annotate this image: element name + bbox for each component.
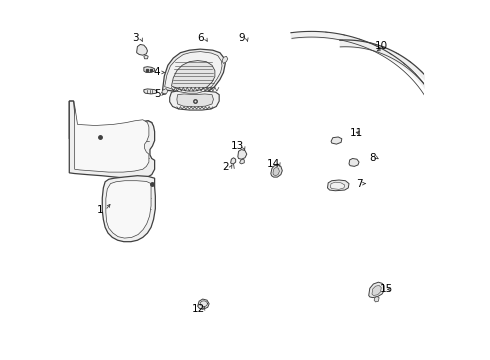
Polygon shape [144, 55, 148, 59]
Polygon shape [273, 167, 279, 176]
Text: 13: 13 [231, 141, 245, 151]
Polygon shape [330, 182, 344, 189]
Text: 3: 3 [132, 33, 139, 43]
Polygon shape [231, 158, 236, 164]
Text: 7: 7 [356, 179, 363, 189]
Polygon shape [271, 165, 282, 177]
Polygon shape [349, 158, 359, 166]
Polygon shape [222, 56, 228, 63]
Polygon shape [238, 149, 247, 159]
Polygon shape [144, 89, 157, 94]
Polygon shape [372, 285, 381, 296]
Polygon shape [374, 297, 379, 302]
Text: 10: 10 [375, 41, 388, 50]
Polygon shape [163, 49, 225, 95]
Text: 12: 12 [192, 304, 205, 314]
Polygon shape [102, 176, 155, 242]
Text: 15: 15 [380, 284, 393, 294]
Polygon shape [331, 137, 342, 144]
Text: 14: 14 [267, 159, 280, 169]
Polygon shape [137, 44, 147, 55]
Polygon shape [172, 60, 215, 91]
Polygon shape [69, 101, 155, 178]
Text: 11: 11 [349, 129, 363, 138]
Text: 6: 6 [197, 33, 203, 43]
Text: 9: 9 [238, 33, 245, 43]
Polygon shape [106, 181, 151, 238]
Text: 4: 4 [154, 67, 160, 77]
Text: 1: 1 [97, 206, 103, 216]
Polygon shape [368, 282, 384, 298]
Polygon shape [74, 105, 149, 172]
Polygon shape [240, 159, 245, 164]
Polygon shape [177, 94, 214, 107]
Text: 8: 8 [369, 153, 376, 163]
Polygon shape [165, 51, 222, 93]
Text: 5: 5 [154, 89, 160, 99]
Polygon shape [162, 89, 168, 95]
Polygon shape [69, 101, 152, 140]
Polygon shape [170, 91, 219, 110]
Text: 2: 2 [222, 162, 229, 172]
Polygon shape [327, 180, 349, 191]
Polygon shape [144, 67, 155, 72]
Polygon shape [197, 299, 209, 309]
